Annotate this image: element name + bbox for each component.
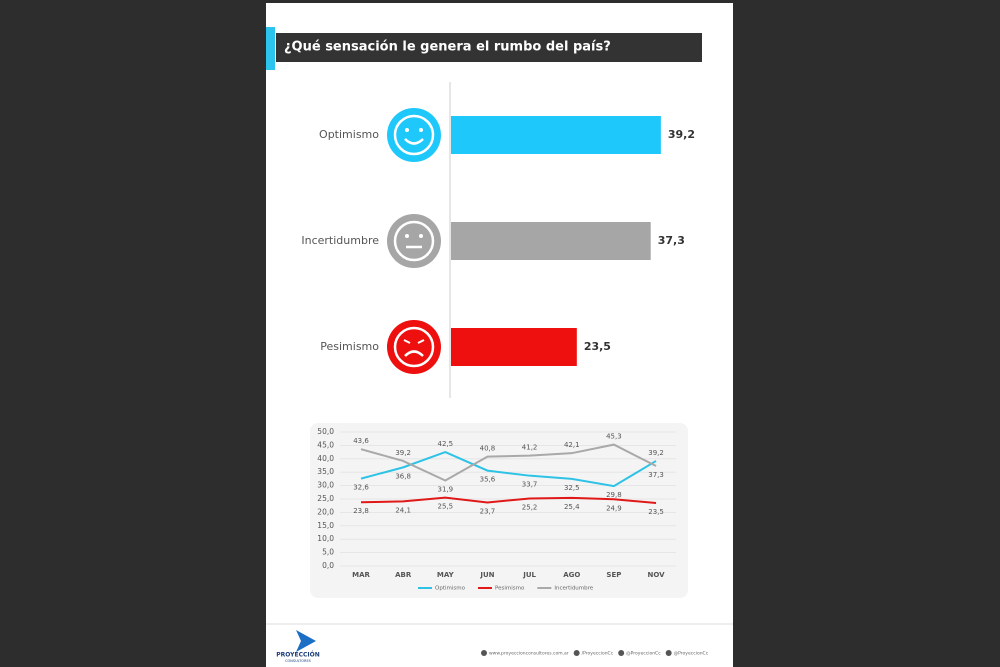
data-label: 45,3 [606,433,622,441]
bar [451,222,651,260]
y-tick-label: 20,0 [317,507,334,516]
data-label: 32,6 [353,484,369,492]
line-series [360,496,657,505]
chart-title: ¿Qué sensación le genera el rumbo del pa… [284,40,611,55]
y-tick-label: 25,0 [317,494,334,503]
data-label: 31,9 [438,486,454,494]
data-label: 25,2 [522,503,538,511]
data-label: 29,8 [606,491,622,499]
category-label: Optimismo [319,128,379,141]
data-label: 25,4 [564,503,580,511]
icon-sad [387,320,441,374]
data-label: 39,2 [648,449,664,457]
x-tick-label: AGO [563,571,580,579]
bar [451,328,577,366]
data-label: 42,1 [564,441,580,449]
data-label: 41,2 [522,444,538,452]
x-tick-label: ABR [395,571,412,579]
footer-link: /ProyeccionCc [582,651,614,657]
footer-link: @ProyeccionCc [674,651,709,657]
data-label: 37,3 [648,471,664,479]
data-label: 23,7 [480,507,496,515]
data-label: 32,5 [564,484,580,492]
y-tick-label: 15,0 [317,521,334,530]
y-tick-label: 5,0 [322,548,334,557]
data-label: 40,8 [480,445,496,453]
footer-link: www.proyeccionconsultores.com.ar [489,651,569,657]
y-tick-label: 10,0 [317,534,334,543]
y-tick-label: 35,0 [317,467,334,476]
data-label: 24,1 [395,506,411,514]
data-label: 25,5 [438,503,454,511]
y-tick-label: 50,0 [317,427,334,436]
logo-text: PROYECCIÓN [276,652,320,659]
x-tick-label: MAY [437,571,455,579]
icon-happy [387,108,441,162]
legend-label: Optimismo [435,586,466,592]
data-label: 39,2 [395,449,411,457]
footer-icon [665,650,672,656]
x-tick-label: SEP [606,571,621,579]
data-label: 36,8 [395,472,411,480]
category-label: Incertidumbre [301,234,379,247]
footer-link: @ProyeccionCc [626,651,661,657]
icon-neutral [387,214,441,268]
data-label: 23,8 [353,507,369,515]
data-label: 35,6 [480,476,496,484]
x-tick-label: MAR [352,571,370,579]
footer-icon [481,650,487,656]
title-bar [276,33,702,62]
title-accent [266,27,275,70]
bar [451,116,661,154]
category-label: Pesimismo [320,340,379,353]
x-tick-label: NOV [648,571,666,579]
x-tick-label: JUN [479,571,494,579]
y-tick-label: 0,0 [322,561,334,570]
logo-mark [296,630,316,652]
footer-icon [618,650,625,656]
data-label: 23,5 [648,508,664,516]
value-label: 39,2 [668,128,695,141]
footer-icon [573,650,580,656]
data-label: 43,6 [353,437,369,445]
data-label: 42,5 [438,440,454,448]
x-tick-label: JUL [522,571,536,579]
legend-label: Pesimismo [495,586,525,592]
data-label: 33,7 [522,481,538,489]
legend-label: Incertidumbre [554,586,593,592]
value-label: 37,3 [658,234,685,247]
data-label: 24,9 [606,504,622,512]
value-label: 23,5 [584,340,611,353]
y-tick-label: 30,0 [317,481,334,490]
line-series [360,443,657,482]
y-tick-label: 45,0 [317,440,334,449]
y-tick-label: 40,0 [317,454,334,463]
logo-subtext: CONSULTORES [285,659,312,663]
